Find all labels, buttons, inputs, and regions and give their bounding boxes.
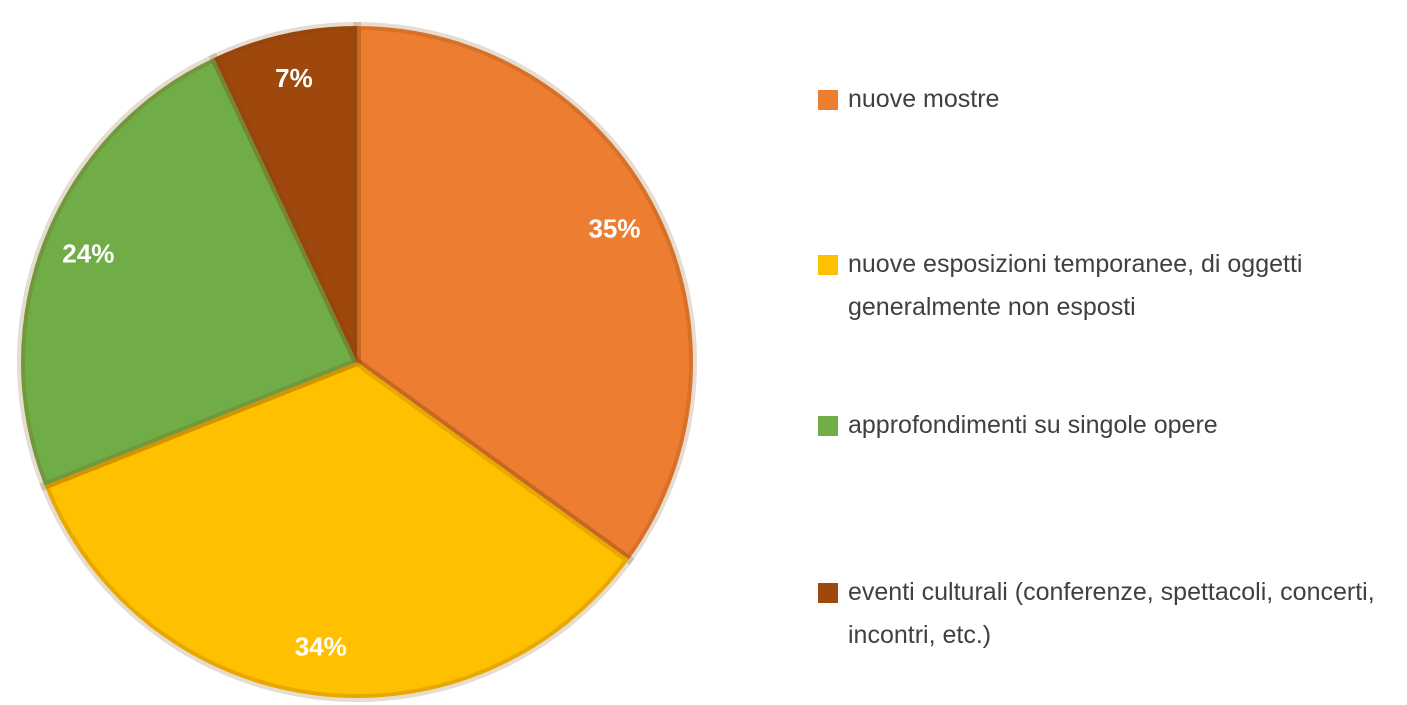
- legend: nuove mostre nuove esposizioni temporanee…: [818, 0, 1398, 705]
- legend-item: eventi culturali (conferenze, spettacoli…: [818, 571, 1388, 657]
- pie-slice: [20, 57, 358, 486]
- legend-swatch: [818, 583, 838, 603]
- slice-border: [208, 21, 361, 364]
- data-label: 35%: [588, 214, 640, 244]
- pie-slice: [357, 26, 693, 560]
- legend-label: eventi culturali (conferenze, spettacoli…: [848, 578, 1375, 649]
- slice-border: [353, 21, 697, 566]
- chart: 35% 34% 24% 7%: [17, 21, 697, 702]
- legend-item: nuove mostre: [818, 78, 1388, 121]
- legend-swatch: [818, 255, 838, 275]
- data-label: 34%: [295, 632, 347, 662]
- legend-label: approfondimenti su singole opere: [848, 411, 1218, 439]
- legend-swatch: [818, 90, 838, 110]
- legend-item: nuove esposizioni temporanee, di oggetti…: [818, 243, 1388, 329]
- legend-item: approfondimenti su singole opere: [818, 404, 1388, 447]
- pie-slice: [213, 26, 357, 362]
- slice-border: [17, 52, 363, 491]
- legend-swatch: [818, 416, 838, 436]
- data-label: 24%: [62, 239, 114, 269]
- legend-label: nuove esposizioni temporanee, di oggetti…: [848, 250, 1303, 321]
- pie-slice: [44, 362, 629, 699]
- slice-border: [39, 357, 635, 702]
- data-label: 7%: [275, 63, 313, 93]
- legend-label: nuove mostre: [848, 85, 1000, 113]
